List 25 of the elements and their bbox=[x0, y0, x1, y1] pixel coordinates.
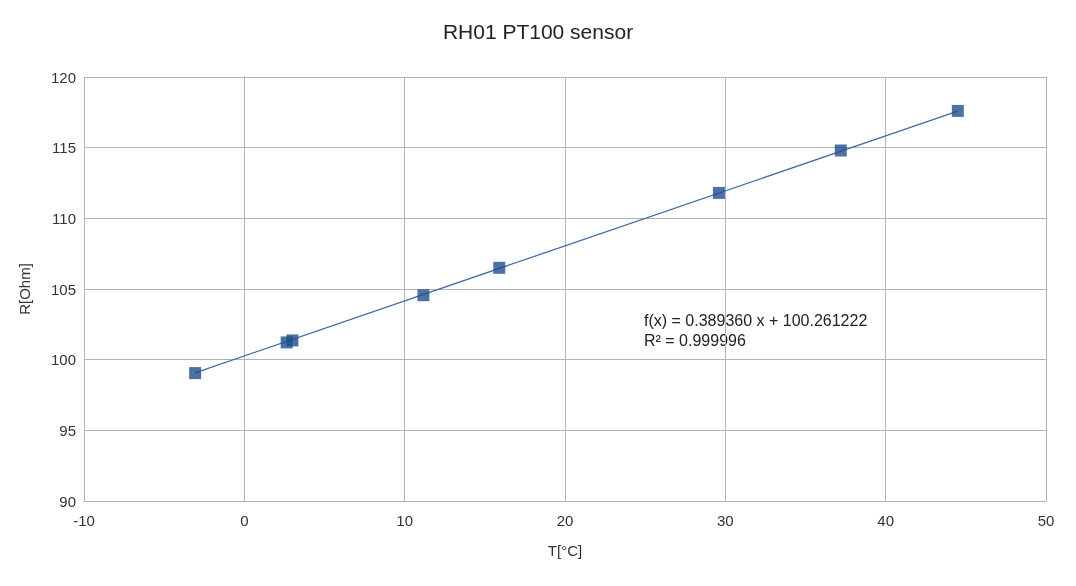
x-tick-label: 20 bbox=[556, 512, 574, 529]
point bbox=[834, 144, 847, 157]
point bbox=[286, 334, 299, 347]
x-axis-title: T[°C] bbox=[547, 542, 583, 559]
annotation: f(x) = 0.389360 x + 100.261222 R² = 0.999996 bbox=[644, 311, 868, 349]
y-tick-label: 95 bbox=[59, 421, 76, 439]
x-tick-label: 50 bbox=[1037, 512, 1055, 529]
y-tick-label: 120 bbox=[50, 68, 76, 86]
y-tick-label: 105 bbox=[50, 280, 76, 298]
point bbox=[493, 261, 506, 274]
x-tick-label: 30 bbox=[716, 512, 734, 529]
chart-title: RH01 PT100 sensor bbox=[442, 20, 634, 43]
point bbox=[189, 367, 202, 380]
x-tick-label: -10 bbox=[73, 512, 95, 529]
y-tick-label: 90 bbox=[59, 492, 76, 510]
point bbox=[951, 104, 964, 117]
y-tick-label: 100 bbox=[50, 351, 76, 369]
x-tick-label: 0 bbox=[240, 512, 249, 529]
y-tick-label: 115 bbox=[52, 139, 76, 157]
y-axis-title: R[Ohm] bbox=[16, 263, 33, 315]
point bbox=[712, 186, 725, 199]
y-tick-label: 110 bbox=[52, 209, 76, 227]
x-tick-label: 10 bbox=[396, 512, 414, 529]
x-tick-label: 40 bbox=[877, 512, 895, 529]
point bbox=[417, 289, 430, 302]
